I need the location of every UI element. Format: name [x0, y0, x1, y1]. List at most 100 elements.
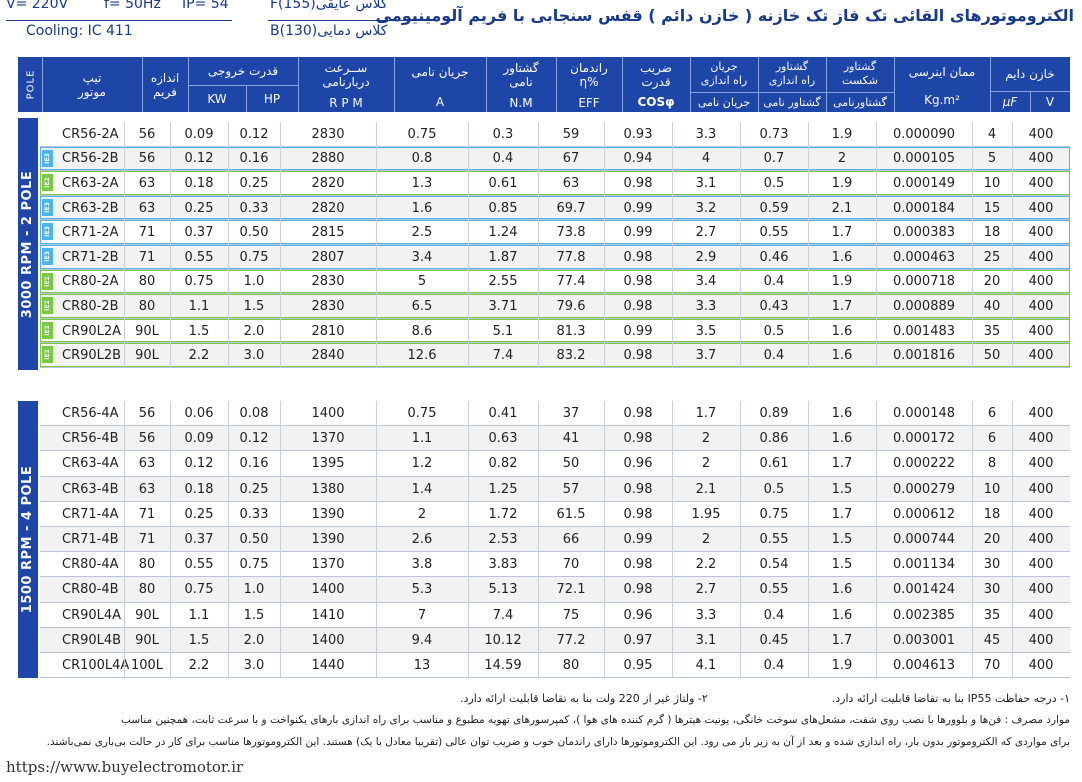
cell-uf: 8 — [987, 456, 997, 472]
column-divider — [972, 269, 973, 295]
header-pole: POLE — [25, 69, 37, 100]
column-divider — [170, 401, 171, 427]
cell-rpm: 2830 — [311, 126, 345, 142]
column-divider — [1012, 653, 1013, 679]
cell-frame: 90L — [135, 323, 159, 339]
cell-v: 400 — [1028, 406, 1054, 422]
cell-uf: 5 — [987, 151, 997, 167]
column-divider — [876, 146, 877, 172]
column-divider — [170, 627, 171, 653]
cell-uf: 25 — [983, 249, 1001, 265]
column-divider — [376, 527, 377, 553]
cell-type: CR63-2B — [62, 200, 119, 216]
column-divider — [124, 220, 125, 245]
column-divider — [672, 627, 673, 653]
column-divider — [808, 343, 809, 368]
header-speed: ســرعت دربارنامی — [322, 61, 370, 89]
cell-kw: 2.2 — [188, 348, 210, 364]
header-rpm: R P M — [329, 95, 363, 110]
website-url[interactable]: https://www.buyelectromotor.ir — [6, 758, 244, 776]
column-divider — [538, 426, 539, 452]
header-start-current: جریان راه اندازی — [700, 60, 748, 87]
column-divider — [672, 220, 673, 245]
column-divider — [468, 171, 469, 196]
header-divider — [246, 85, 247, 112]
cell-hp: 1.5 — [243, 298, 265, 314]
cell-nm: 3.83 — [488, 557, 518, 573]
cell-pf: 0.98 — [623, 431, 653, 447]
column-divider — [740, 426, 741, 452]
column-divider — [468, 294, 469, 319]
column-divider — [124, 245, 125, 270]
efficiency-class-badge: IE3 — [42, 149, 53, 167]
column-divider — [672, 318, 673, 344]
table-row: CR90L4A 90L 1.1 1.5 1410 7 7.4 75 0.96 3.3 0.4 1.6 0… — [40, 602, 1070, 628]
cell-kw: 1.1 — [188, 607, 210, 623]
column-divider — [604, 269, 605, 295]
column-divider — [740, 476, 741, 502]
column-divider — [124, 501, 125, 527]
note-2: ۲- ولتاژ غیر از 220 ولت بنا به تقاضا قاب… — [460, 692, 708, 705]
cell-j: 0.002385 — [892, 607, 956, 623]
column-divider — [376, 269, 377, 295]
cell-hp: 0.12 — [239, 431, 269, 447]
cell-uf: 20 — [983, 274, 1001, 290]
cell-ist: 3.3 — [695, 607, 717, 623]
table-header: POLE تیپ موتور اندازه فریم قدرت خروجی KW… — [18, 57, 1070, 112]
cell-frame: 90L — [135, 348, 159, 364]
cell-nm: 1.25 — [488, 481, 518, 497]
cell-tbr: 1.5 — [831, 481, 853, 497]
cell-tst: 0.89 — [759, 406, 789, 422]
cell-frame: 71 — [138, 506, 156, 522]
cell-eff: 37 — [562, 406, 580, 422]
column-divider — [972, 501, 973, 527]
cell-nm: 1.72 — [488, 506, 518, 522]
cell-tbr: 1.6 — [831, 323, 853, 339]
column-divider — [972, 426, 973, 452]
column-divider — [228, 171, 229, 196]
column-divider — [468, 527, 469, 553]
column-divider — [468, 401, 469, 427]
column-divider — [604, 501, 605, 527]
header-cap: خازن دایم — [1005, 67, 1055, 81]
cell-tbr: 1.7 — [831, 298, 853, 314]
table-row: IE3 CR71-2A 71 0.37 0.50 2815 2.5 1.24 73.8 0.99 2… — [40, 220, 1070, 245]
cell-j: 0.000383 — [892, 225, 956, 241]
cell-a: 3.8 — [411, 557, 433, 573]
cell-eff: 72.1 — [556, 582, 586, 598]
column-divider — [740, 122, 741, 147]
cell-v: 400 — [1028, 658, 1054, 674]
cell-tbr: 1.5 — [831, 532, 853, 548]
column-divider — [228, 501, 229, 527]
column-divider — [538, 501, 539, 527]
column-divider — [1012, 195, 1013, 221]
column-divider — [468, 146, 469, 172]
column-divider — [604, 171, 605, 196]
column-divider — [740, 269, 741, 295]
cell-nm: 1.87 — [488, 249, 518, 265]
column-divider — [280, 269, 281, 295]
column-divider — [808, 294, 809, 319]
cell-pf: 0.99 — [623, 200, 653, 216]
spec-voltage: V= 220V — [6, 0, 69, 12]
column-divider — [124, 653, 125, 679]
column-divider — [672, 195, 673, 221]
column-divider — [876, 501, 877, 527]
cell-rpm: 1395 — [311, 456, 345, 472]
column-divider — [808, 476, 809, 502]
cell-eff: 80 — [562, 658, 580, 674]
column-divider — [228, 245, 229, 270]
cell-tst: 0.45 — [759, 632, 789, 648]
cell-nm: 0.61 — [488, 175, 518, 191]
column-divider — [740, 245, 741, 270]
cell-uf: 18 — [983, 225, 1001, 241]
block-label-4pole: 1500 RPM - 4 POLE — [18, 401, 38, 678]
column-divider — [468, 426, 469, 452]
efficiency-class-badge: IE3 — [42, 198, 53, 216]
column-divider — [972, 318, 973, 344]
cell-v: 400 — [1028, 225, 1054, 241]
column-divider — [468, 195, 469, 221]
cell-ist: 2.7 — [695, 582, 717, 598]
header-current-unit: A — [435, 94, 445, 109]
column-divider — [740, 451, 741, 477]
